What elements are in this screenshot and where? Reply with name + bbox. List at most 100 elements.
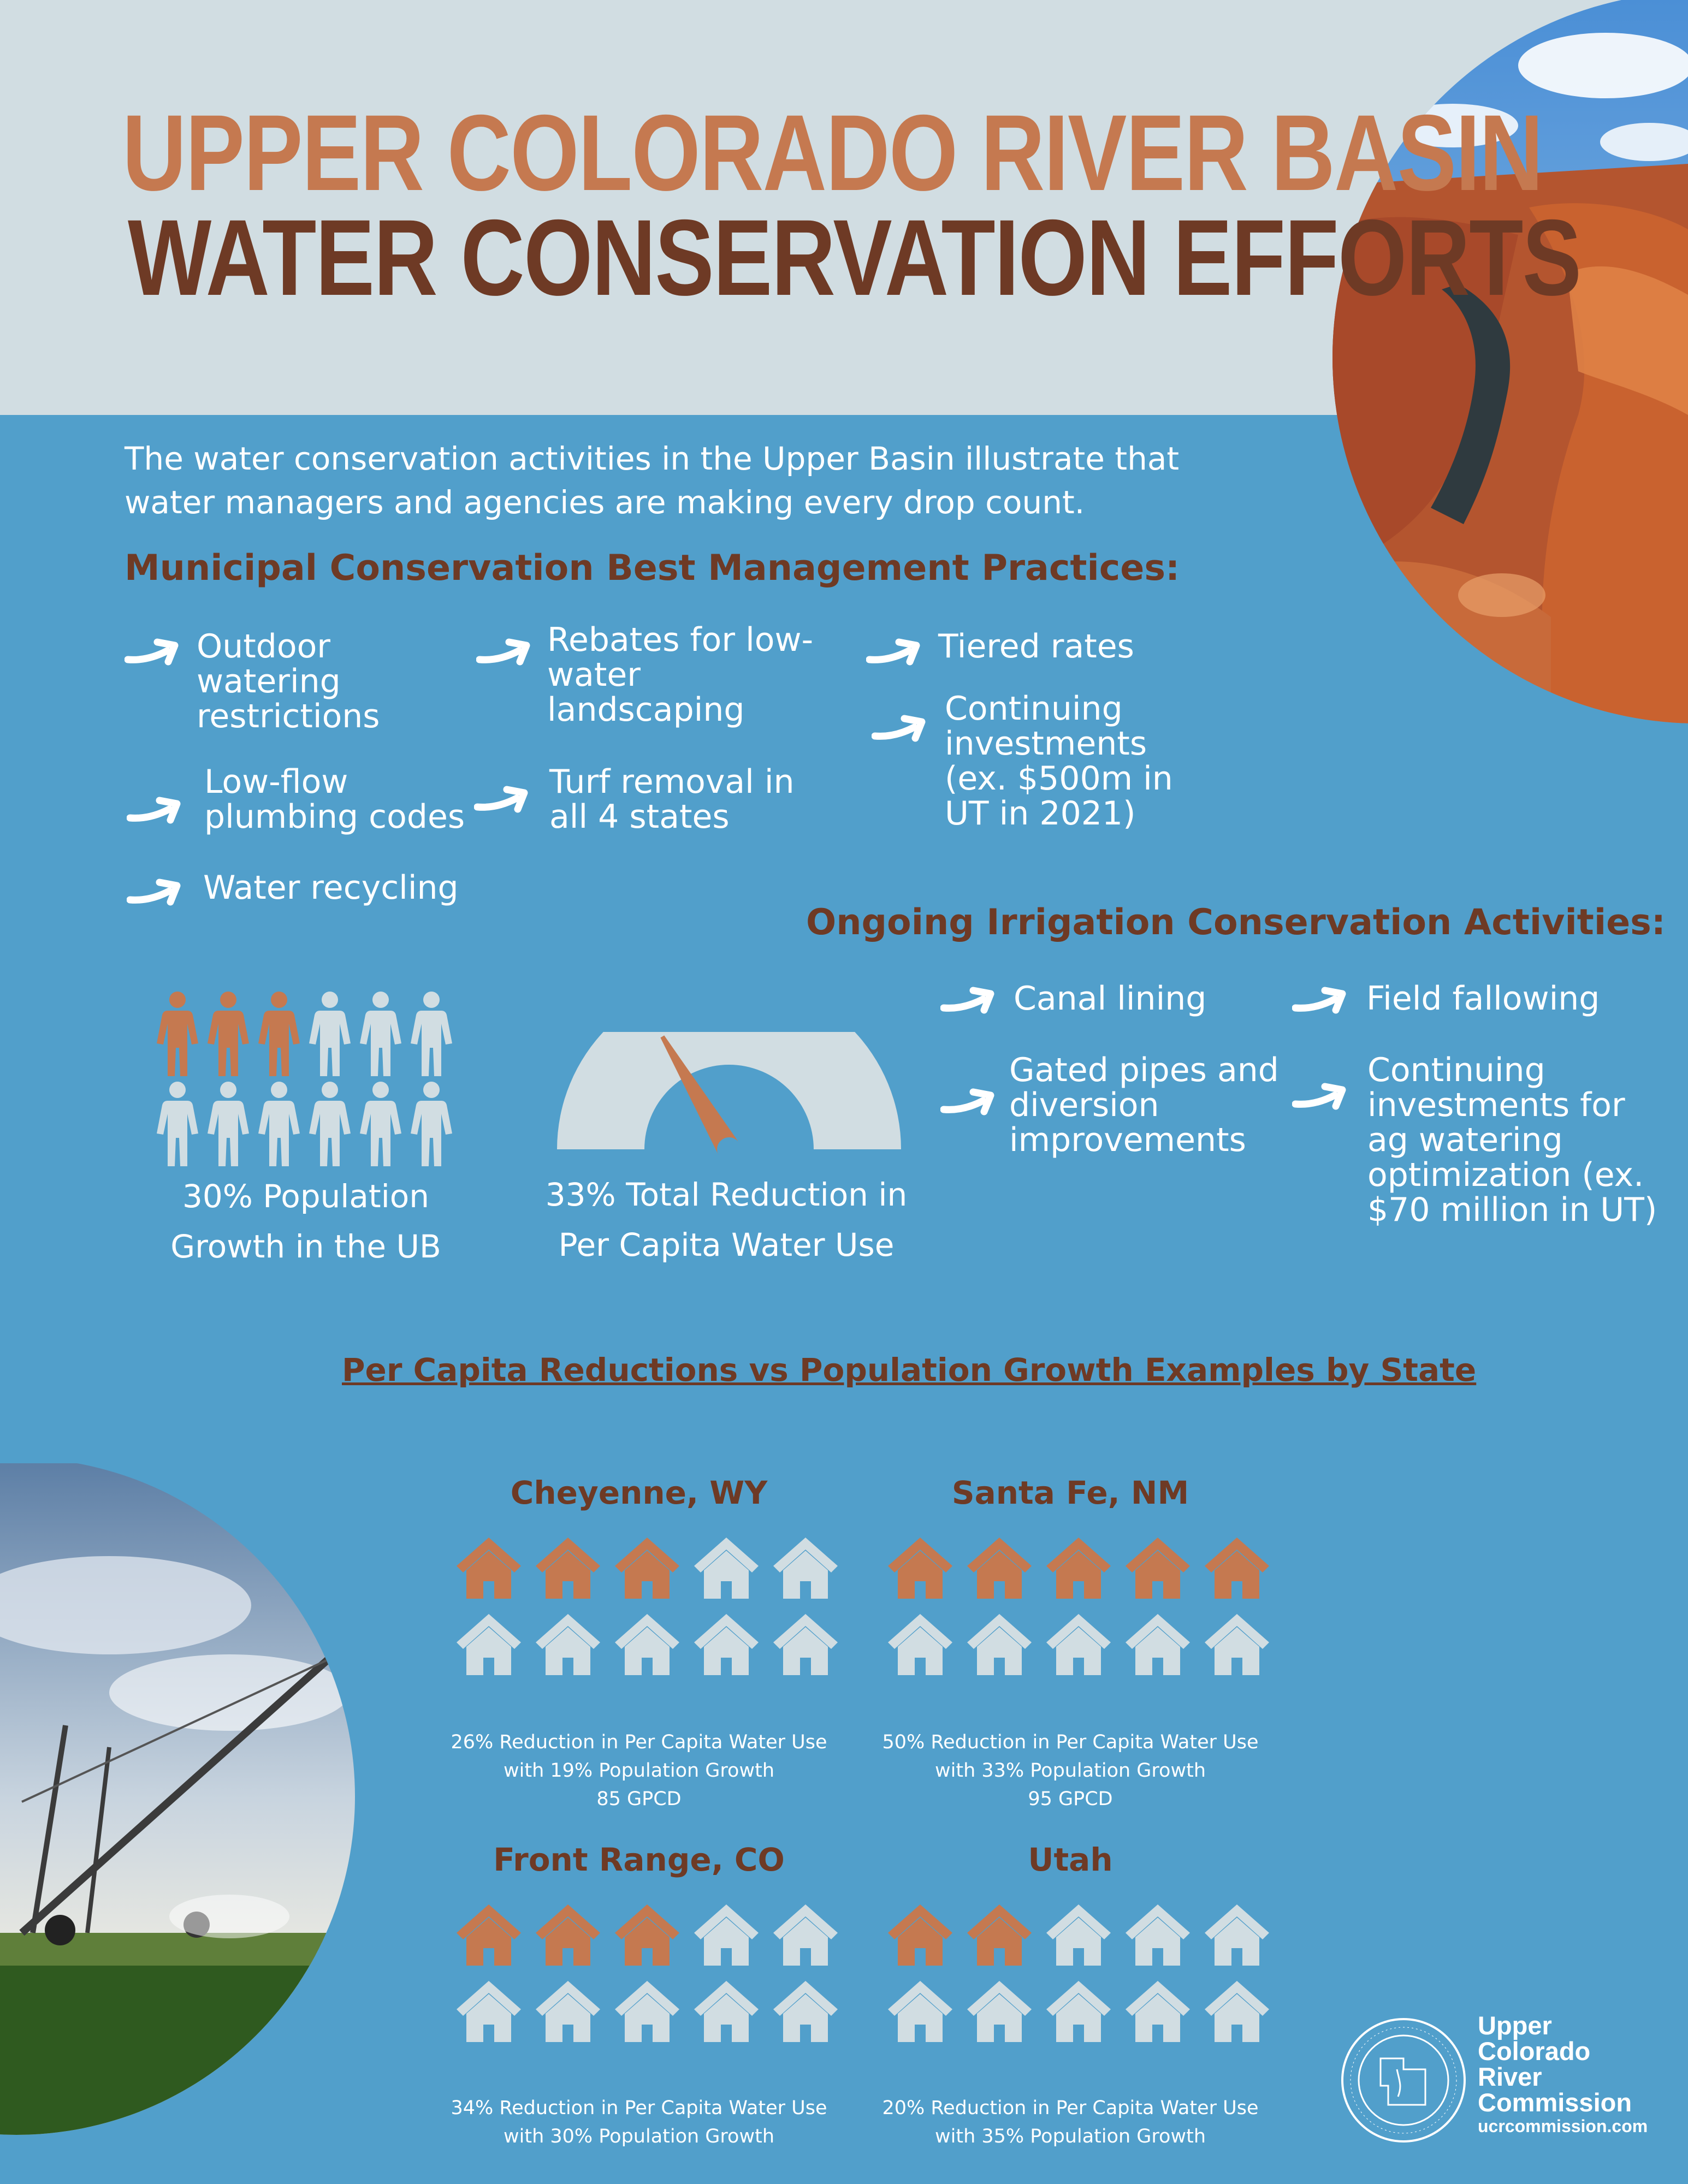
house-icon xyxy=(888,1538,952,1599)
person-icon xyxy=(208,992,249,1076)
commission-name: Upper Colorado River Commission xyxy=(1478,2013,1632,2115)
intro-line-2: water managers and agencies are making e… xyxy=(125,484,1085,521)
item-line: water xyxy=(547,656,641,694)
house-icon xyxy=(457,1904,521,1966)
arrow-icon xyxy=(940,982,1000,1020)
house-icon xyxy=(536,1538,600,1599)
house-icon xyxy=(615,1614,679,1675)
house-icon xyxy=(773,1904,838,1966)
municipal-item-outdoor-watering: Outdoor watering restrictions xyxy=(197,629,380,734)
person-icon xyxy=(411,992,452,1076)
house-icon xyxy=(1205,1904,1269,1966)
house-icon xyxy=(1126,1981,1190,2042)
state-description-line: with 35% Population Growth xyxy=(935,2126,1206,2147)
gauge-arc xyxy=(557,1032,901,1149)
item-line: optimization (ex. xyxy=(1367,1156,1644,1194)
item-line: Turf removal in xyxy=(549,763,795,801)
arrow-icon xyxy=(866,633,926,672)
house-icon xyxy=(1046,1538,1111,1599)
state-title: Santa Fe, NM xyxy=(951,1474,1189,1511)
arrow-icon xyxy=(474,781,534,819)
item-line: diversion xyxy=(1009,1086,1159,1124)
house-icon xyxy=(694,1614,759,1675)
item-line: $70 million in UT) xyxy=(1367,1191,1657,1229)
municipal-item-investments: Continuing investments (ex. $500m in UT … xyxy=(945,691,1173,831)
org-line: River xyxy=(1478,2062,1542,2091)
item-line: Field fallowing xyxy=(1366,980,1600,1018)
house-icon xyxy=(1205,1538,1269,1599)
house-icon xyxy=(536,1904,600,1966)
house-icon xyxy=(967,1538,1032,1599)
item-line: landscaping xyxy=(547,691,745,729)
reduction-stat: 33% Total Reduction in Per Capita Water … xyxy=(541,1170,912,1270)
item-line: Continuing xyxy=(945,690,1123,728)
person-icon xyxy=(208,1082,249,1166)
item-line: Low-flow xyxy=(204,763,348,801)
person-icon xyxy=(360,1082,401,1166)
person-icon xyxy=(157,992,198,1076)
org-line: Upper xyxy=(1478,2011,1552,2040)
arrow-icon xyxy=(1292,982,1352,1020)
item-line: Tiered rates xyxy=(938,627,1134,666)
house-icon xyxy=(615,1904,679,1966)
stat-line: Growth in the UB xyxy=(170,1228,441,1265)
intro-line-1: The water conservation activities in the… xyxy=(125,440,1180,477)
house-icon xyxy=(536,1981,600,2042)
gauge-needle xyxy=(660,1035,739,1156)
reduction-gauge xyxy=(557,1032,901,1156)
house-pictogram xyxy=(885,1534,1278,1687)
state-description-line: 26% Reduction in Per Capita Water Use xyxy=(451,1731,827,1753)
population-pictogram xyxy=(156,991,461,1173)
item-line: restrictions xyxy=(197,697,380,735)
state-description-line: 95 GPCD xyxy=(1028,1788,1113,1810)
house-icon xyxy=(888,1904,952,1966)
state-description-line: 50% Reduction in Per Capita Water Use xyxy=(882,1731,1259,1753)
arrow-icon xyxy=(872,710,932,748)
commission-seal xyxy=(1341,2018,1466,2143)
house-icon xyxy=(1205,1614,1269,1675)
stat-line: 30% Population xyxy=(182,1178,430,1215)
item-line: Outdoor xyxy=(197,627,330,666)
state-description: 26% Reduction in Per Capita Water Use wit… xyxy=(431,1728,846,1813)
item-line: Gated pipes and xyxy=(1009,1051,1279,1089)
municipal-item-low-flow: Low-flow plumbing codes xyxy=(204,764,465,834)
house-pictogram xyxy=(885,1901,1278,2054)
house-icon xyxy=(694,1981,759,2042)
item-line: investments for xyxy=(1367,1086,1625,1124)
states-heading: Per Capita Reductions vs Population Grow… xyxy=(342,1351,1477,1388)
people-icons xyxy=(156,991,461,1171)
house-icon xyxy=(457,1981,521,2042)
state-description-line: 20% Reduction in Per Capita Water Use xyxy=(882,2097,1259,2119)
irrigation-heading: Ongoing Irrigation Conservation Activiti… xyxy=(806,902,1666,943)
house-icon xyxy=(1126,1614,1190,1675)
house-icon xyxy=(967,1614,1032,1675)
irrigation-photo xyxy=(0,1463,355,2135)
house-icon xyxy=(967,1904,1032,1966)
house-icon xyxy=(1046,1981,1111,2042)
irrigation-item-ag-investments: Continuing investments for ag watering o… xyxy=(1367,1053,1657,1227)
house-icon xyxy=(773,1981,838,2042)
state-description-line: 85 GPCD xyxy=(596,1788,682,1810)
website-link[interactable]: ucrcommission.com xyxy=(1478,2116,1648,2136)
arrow-icon xyxy=(1292,1078,1352,1116)
house-icon xyxy=(694,1538,759,1599)
state-description: 20% Reduction in Per Capita Water Use wit… xyxy=(863,2094,1278,2151)
person-icon xyxy=(309,992,351,1076)
item-line: Water recycling xyxy=(203,869,459,907)
item-line: plumbing codes xyxy=(204,798,465,836)
person-icon xyxy=(157,1082,198,1166)
house-pictogram xyxy=(453,1901,846,2054)
population-stat: 30% Population Growth in the UB xyxy=(126,1171,486,1272)
house-pictogram xyxy=(453,1534,846,1687)
house-icon xyxy=(1126,1538,1190,1599)
state-description: 50% Reduction in Per Capita Water Use wit… xyxy=(863,1728,1278,1813)
arrow-icon xyxy=(940,1083,1000,1121)
item-line: Continuing xyxy=(1367,1051,1545,1089)
house-icon xyxy=(773,1538,838,1599)
state-title: Front Range, CO xyxy=(493,1841,785,1878)
item-line: (ex. $500m in xyxy=(945,759,1173,798)
state-description-line: with 33% Population Growth xyxy=(935,1760,1206,1782)
item-line: UT in 2021) xyxy=(945,794,1136,833)
house-icon xyxy=(1046,1904,1111,1966)
person-icon xyxy=(309,1082,351,1166)
